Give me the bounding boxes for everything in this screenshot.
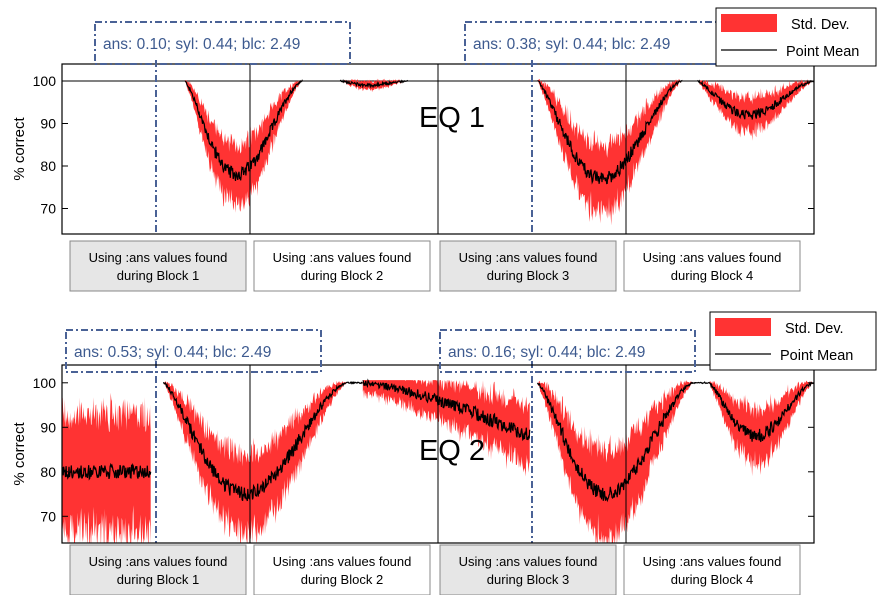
y-axis-label: % correct (11, 422, 28, 486)
std-dev-band (62, 392, 151, 543)
annotation-text: ans: 0.38; syl: 0.44; blc: 2.49 (473, 36, 670, 53)
block-label-box (69, 240, 247, 292)
block-label-text: Using :ans values found during Block 2 (273, 250, 412, 283)
point-mean-line (62, 462, 152, 481)
block-label-box (253, 240, 431, 292)
legend-label-point-mean: Point Mean (786, 44, 859, 60)
std-dev-band (163, 380, 348, 543)
block-label-2: Using :ans values found during Block 2 (253, 544, 431, 595)
block-label-box (439, 240, 617, 292)
y-tick-label: 100 (33, 73, 57, 89)
data-layer (62, 378, 814, 543)
block-label-1: Using :ans values found during Block 1 (69, 240, 247, 292)
point-mean-line (708, 381, 814, 443)
block-label-1: Using :ans values found during Block 1 (69, 544, 247, 595)
y-tick-label: 70 (40, 201, 56, 217)
panel-2: 70 80 90 100 % correct EQ 2 ans: 0.53; syl: 0.… (11, 311, 877, 595)
y-tick-label: 70 (40, 508, 56, 524)
std-dev-band (537, 380, 694, 543)
y-tick-label: 100 (33, 375, 57, 391)
annotation-box (439, 329, 696, 373)
panel-1: 70 80 90 100 % correct EQ 1 ans: 0.10; syl: 0.… (11, 7, 877, 292)
point-mean-line (162, 381, 349, 502)
block-label-text: Using :ans values found during Block 1 (89, 250, 228, 283)
std-dev-band (184, 80, 303, 213)
point-mean-line (184, 79, 304, 181)
point-mean-line (347, 381, 364, 385)
block-label-2: Using :ans values found during Block 2 (253, 240, 431, 292)
panel-label: EQ 2 (419, 435, 485, 467)
legend-label-std-dev: Std. Dev. (785, 321, 844, 337)
annotation-box (65, 329, 322, 373)
block-label-4: Using :ans values found during Block 4 (623, 544, 801, 595)
data-layer (62, 78, 814, 226)
block-label-text: Using :ans values found during Block 4 (643, 554, 782, 587)
plot-frame (61, 364, 815, 544)
point-mean-line (339, 79, 409, 89)
annotation-text: ans: 0.10; syl: 0.44; blc: 2.49 (103, 36, 300, 53)
y-tick-label: 90 (40, 116, 56, 132)
std-dev-band (362, 380, 530, 477)
std-dev-band (697, 79, 814, 141)
block-label-box (69, 544, 247, 595)
y-axis-label: % correct (11, 117, 28, 181)
block-label-text: Using :ans values found during Block 3 (459, 554, 598, 587)
legend-swatch-std-dev (721, 14, 777, 32)
annotation-box (94, 21, 351, 65)
block-label-box (253, 544, 431, 595)
block-label-text: Using :ans values found during Block 1 (89, 554, 228, 587)
block-label-box (623, 240, 801, 292)
point-mean-line (362, 378, 531, 442)
block-label-text: Using :ans values found during Block 3 (459, 250, 598, 283)
block-label-3: Using :ans values found during Block 3 (439, 240, 617, 292)
y-tick-label: 90 (40, 419, 56, 435)
legend-swatch-std-dev (715, 318, 771, 336)
y-tick-label: 80 (40, 464, 56, 480)
legend: Std. Dev. Point Mean (715, 7, 877, 67)
y-tick-label: 80 (40, 158, 56, 174)
panel-label: EQ 1 (419, 102, 485, 134)
block-label-box (439, 544, 617, 595)
legend-label-std-dev: Std. Dev. (791, 17, 850, 33)
block-label-3: Using :ans values found during Block 3 (439, 544, 617, 595)
point-mean-line (693, 381, 710, 385)
annotation-text: ans: 0.16; syl: 0.44; blc: 2.49 (448, 344, 645, 361)
legend: Std. Dev. Point Mean (709, 311, 877, 371)
annotation-text: ans: 0.53; syl: 0.44; blc: 2.49 (74, 344, 271, 361)
plot-frame (61, 63, 815, 235)
block-label-4: Using :ans values found during Block 4 (623, 240, 801, 292)
block-label-text: Using :ans values found during Block 4 (643, 250, 782, 283)
std-dev-band (537, 78, 683, 226)
point-mean-line (697, 79, 814, 120)
legend-label-point-mean: Point Mean (780, 348, 853, 364)
point-mean-line (537, 79, 683, 185)
block-label-box (623, 544, 801, 595)
block-label-text: Using :ans values found during Block 2 (273, 554, 412, 587)
point-mean-line (536, 381, 695, 503)
